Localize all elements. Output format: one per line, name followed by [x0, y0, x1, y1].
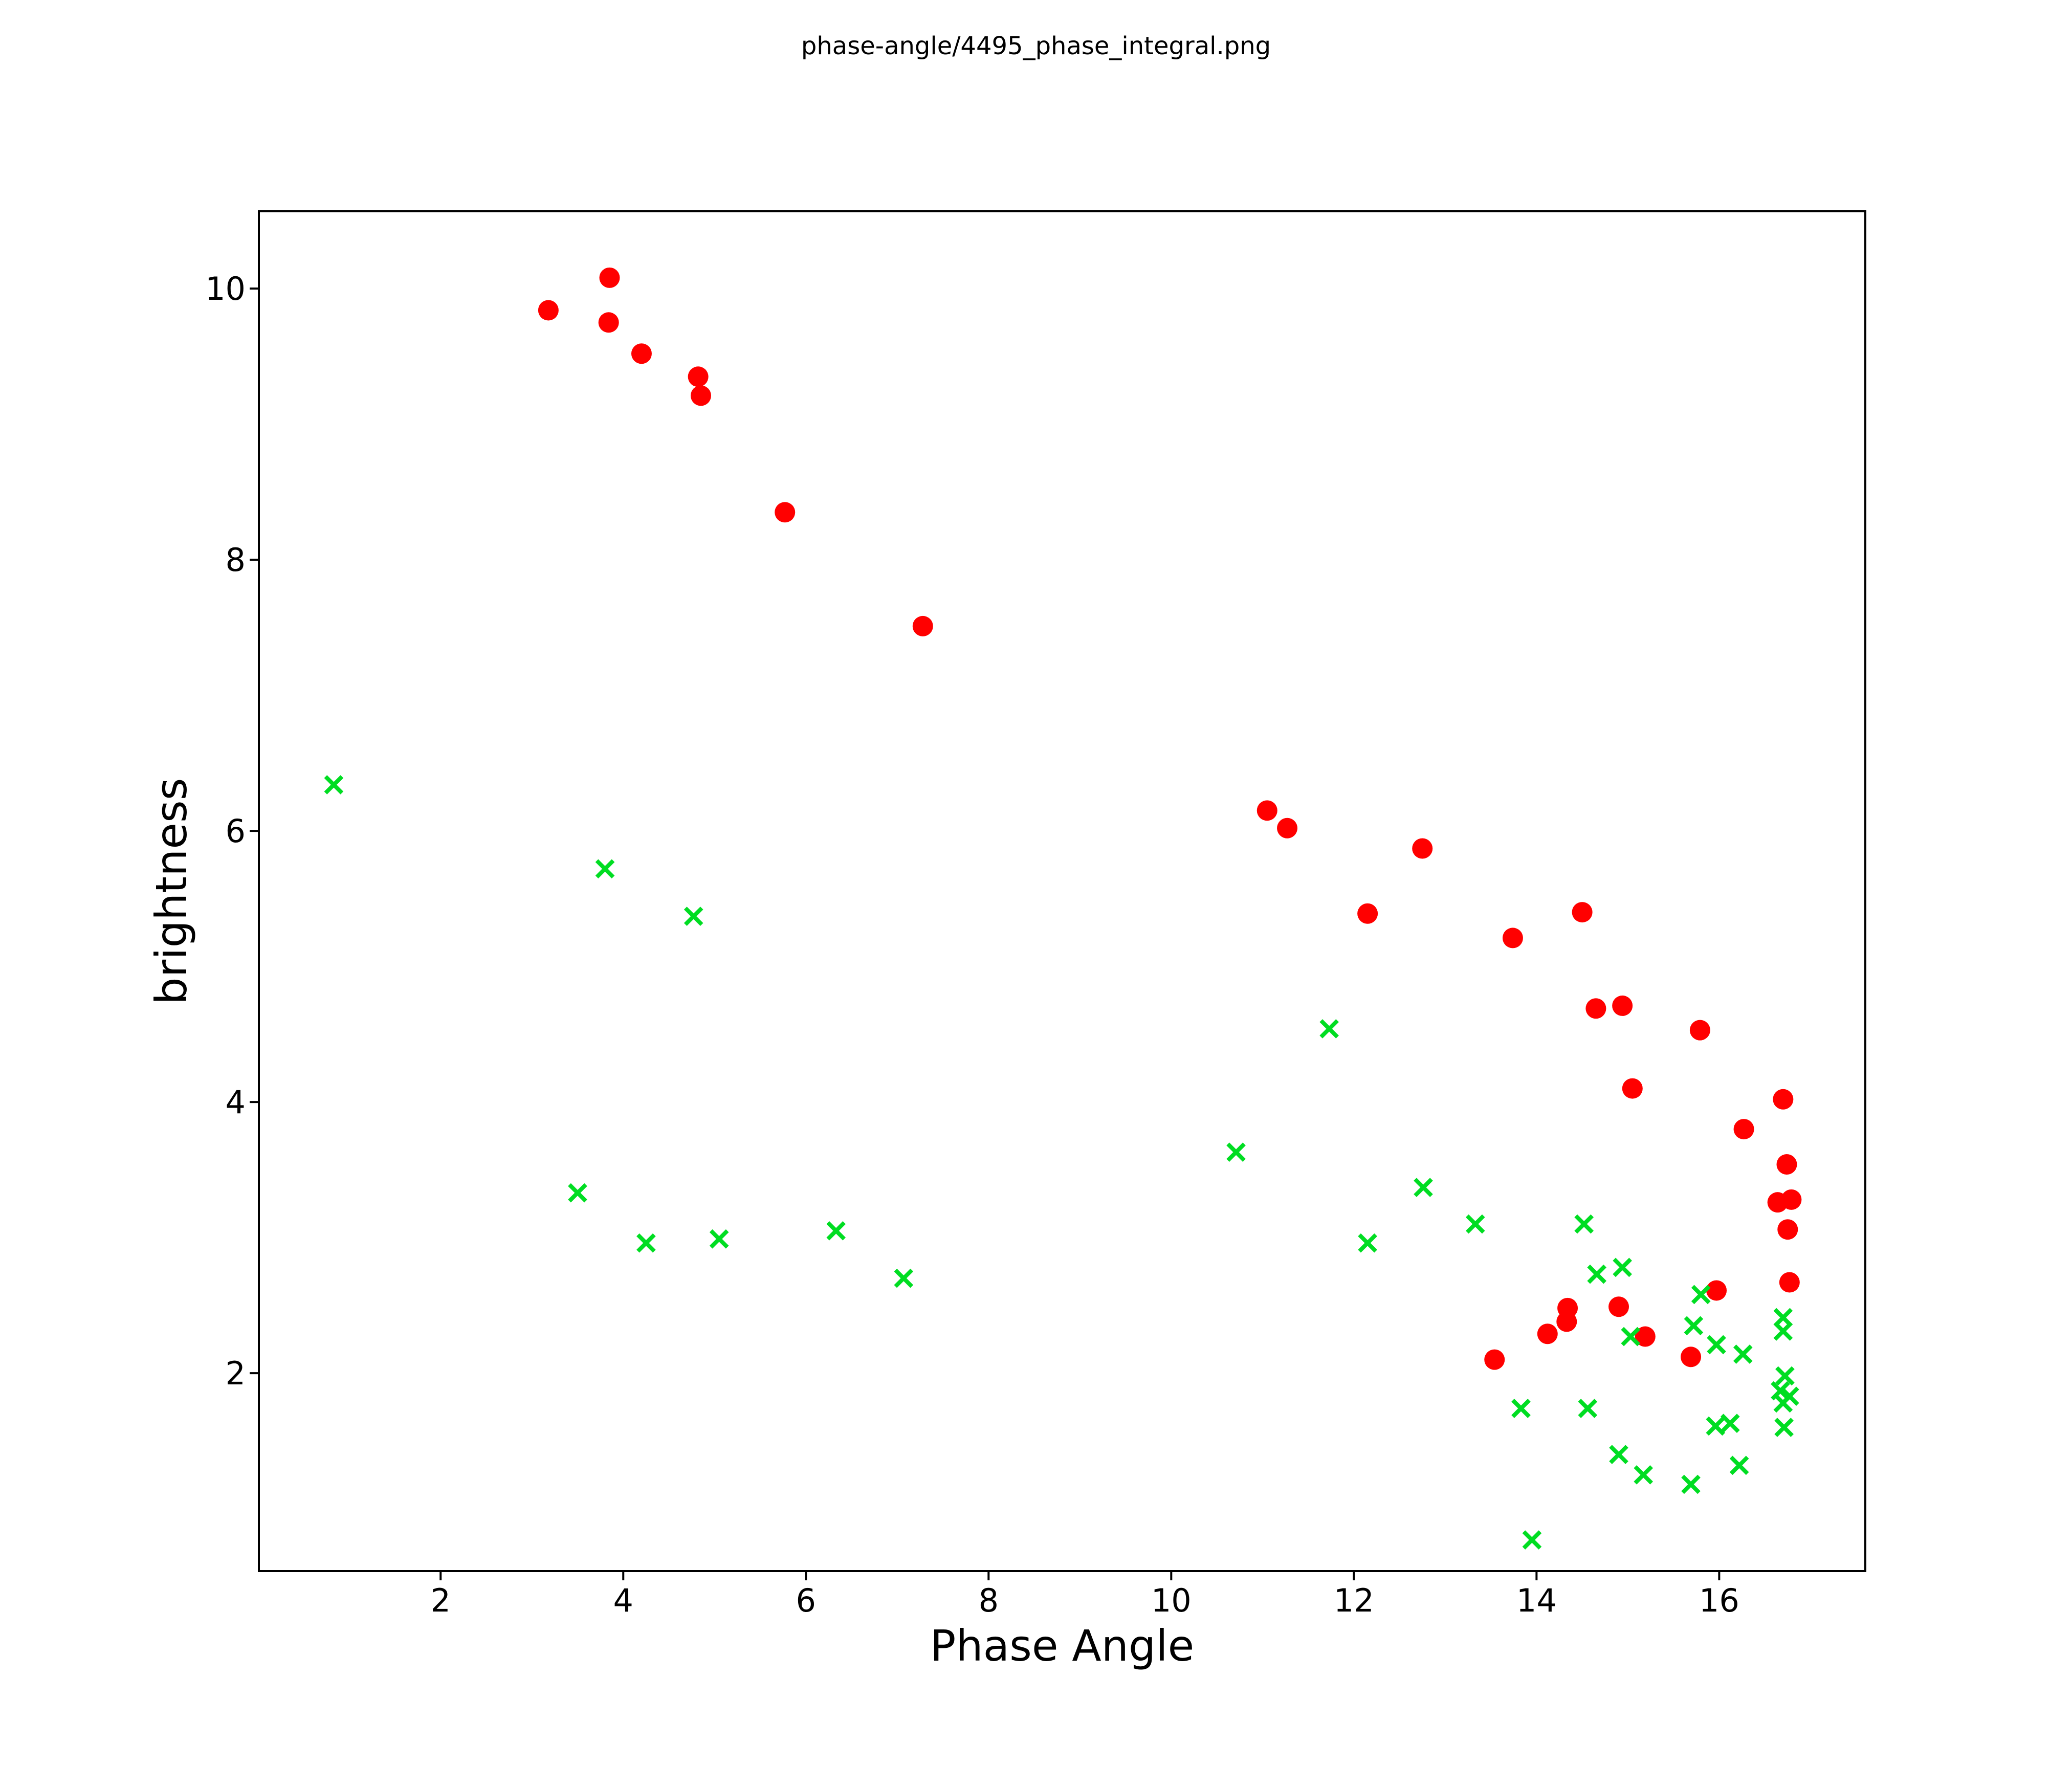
scatter-point-red-circles [1537, 1323, 1558, 1344]
scatter-point-red-circles [1502, 928, 1523, 948]
scatter-point-green-crosses [568, 1183, 587, 1203]
scatter-point-red-circles [775, 502, 796, 523]
scatter-point-red-circles [1777, 1219, 1798, 1240]
scatter-point-green-crosses [1706, 1416, 1726, 1436]
scatter-point-red-circles [690, 385, 711, 406]
y-tick-label: 8 [226, 541, 246, 579]
scatter-point-red-circles [1635, 1326, 1656, 1347]
scatter-point-green-crosses [1578, 1399, 1598, 1418]
scatter-point-green-crosses [1773, 1393, 1793, 1413]
x-tick-label: 14 [1516, 1582, 1557, 1619]
scatter-point-red-circles [1773, 1089, 1794, 1110]
scatter-point-red-circles [538, 300, 559, 321]
scatter-point-green-crosses [1319, 1019, 1339, 1039]
scatter-point-green-crosses [1226, 1142, 1246, 1162]
x-tick-label: 12 [1334, 1582, 1374, 1619]
scatter-point-red-circles [1776, 1154, 1797, 1175]
scatter-point-red-circles [1608, 1296, 1629, 1317]
scatter-point-green-crosses [595, 859, 615, 879]
scatter-point-green-crosses [1681, 1474, 1701, 1494]
scatter-point-red-circles [1257, 800, 1277, 821]
scatter-point-green-crosses [1773, 1321, 1793, 1341]
scatter-point-red-circles [1622, 1078, 1643, 1099]
scatter-point-red-circles [1612, 995, 1633, 1016]
scatter-point-green-crosses [1733, 1344, 1753, 1364]
scatter-point-red-circles [1733, 1119, 1754, 1140]
scatter-point-red-circles [1781, 1189, 1802, 1210]
scatter-point-green-crosses [1609, 1445, 1628, 1464]
scatter-point-red-circles [1412, 838, 1433, 859]
scatter-point-green-crosses [1358, 1233, 1377, 1253]
x-tick-label: 2 [431, 1582, 451, 1619]
scatter-point-green-crosses [636, 1233, 656, 1253]
scatter-point-red-circles [631, 343, 652, 364]
scatter-point-green-crosses [1707, 1335, 1726, 1355]
x-tick-label: 6 [796, 1582, 816, 1619]
scatter-point-green-crosses [1522, 1530, 1542, 1550]
scatter-point-red-circles [688, 366, 709, 387]
plot-border [258, 210, 1866, 1572]
scatter-point-green-crosses [1587, 1264, 1607, 1284]
y-tick-label: 6 [226, 812, 246, 850]
scatter-point-red-circles [1277, 818, 1298, 839]
scatter-point-green-crosses [684, 907, 703, 926]
x-tick-label: 4 [613, 1582, 633, 1619]
scatter-point-green-crosses [1465, 1214, 1485, 1234]
scatter-point-green-crosses [1774, 1418, 1794, 1437]
x-axis-label: Phase Angle [930, 1621, 1195, 1671]
scatter-point-green-crosses [1613, 1257, 1632, 1277]
scatter-point-red-circles [1779, 1272, 1800, 1293]
x-tick-label: 16 [1699, 1582, 1739, 1619]
scatter-point-green-crosses [826, 1221, 846, 1241]
y-axis-label: brightness [146, 778, 196, 1005]
scatter-point-green-crosses [894, 1268, 914, 1288]
chart-title: phase-angle/4495_phase_integral.png [801, 32, 1271, 60]
scatter-point-red-circles [912, 615, 933, 636]
scatter-point-green-crosses [709, 1229, 729, 1249]
scatter-point-red-circles [1689, 1020, 1710, 1041]
scatter-point-green-crosses [1511, 1399, 1531, 1418]
scatter-point-green-crosses [1720, 1414, 1740, 1433]
scatter-point-green-crosses [1775, 1366, 1795, 1386]
y-tick-label: 10 [205, 270, 246, 307]
scatter-point-red-circles [1585, 998, 1606, 1019]
scatter-point-green-crosses [1634, 1465, 1654, 1485]
scatter-point-red-circles [598, 312, 619, 333]
scatter-point-green-crosses [1574, 1214, 1594, 1234]
scatter-point-green-crosses [1691, 1285, 1711, 1305]
scatter-point-red-circles [1357, 903, 1378, 924]
scatter-point-green-crosses [324, 775, 344, 795]
x-tick-label: 8 [979, 1582, 999, 1619]
y-tick-label: 4 [226, 1084, 246, 1121]
x-tick-label: 10 [1151, 1582, 1192, 1619]
scatter-point-red-circles [599, 267, 620, 288]
scatter-point-green-crosses [1621, 1327, 1641, 1347]
scatter-point-red-circles [1706, 1280, 1727, 1301]
scatter-point-red-circles [1681, 1347, 1702, 1367]
scatter-point-green-crosses [1414, 1178, 1433, 1197]
scatter-point-red-circles [1572, 902, 1593, 923]
scatter-point-green-crosses [1684, 1316, 1704, 1336]
y-tick-label: 2 [226, 1355, 246, 1392]
scatter-point-red-circles [1556, 1311, 1577, 1332]
scatter-point-red-circles [1484, 1349, 1505, 1370]
scatter-point-green-crosses [1729, 1455, 1749, 1475]
